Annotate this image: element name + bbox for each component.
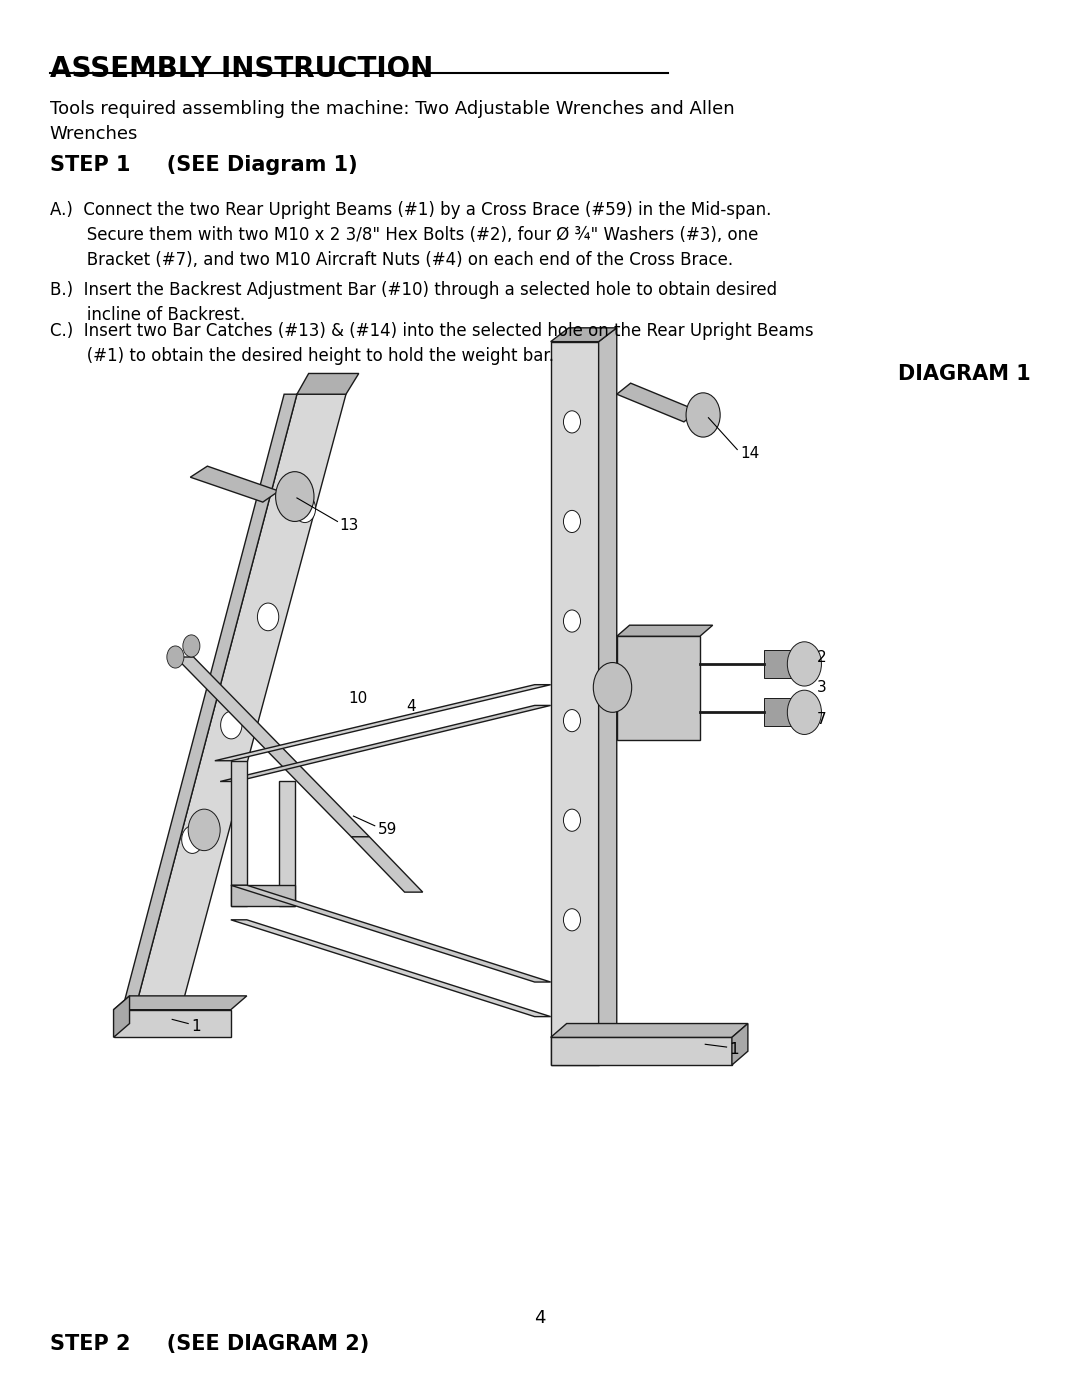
Circle shape	[181, 826, 203, 854]
Polygon shape	[175, 657, 369, 837]
Polygon shape	[117, 394, 297, 1031]
Polygon shape	[551, 1038, 732, 1065]
Text: A.)  Connect the two Rear Upright Beams (#1) by a Cross Brace (#59) in the Mid-s: A.) Connect the two Rear Upright Beams (…	[50, 201, 771, 268]
Circle shape	[220, 711, 242, 739]
Text: 2: 2	[818, 650, 827, 665]
Polygon shape	[732, 1024, 747, 1065]
Text: Tools required assembling the machine: Two Adjustable Wrenches and Allen
Wrenche: Tools required assembling the machine: T…	[50, 99, 734, 142]
Text: 4: 4	[407, 700, 417, 714]
Text: C.)  Insert two Bar Catches (#13) & (#14) into the selected hole on the Rear Upr: C.) Insert two Bar Catches (#13) & (#14)…	[50, 323, 813, 365]
Polygon shape	[130, 394, 346, 1031]
Circle shape	[188, 809, 220, 851]
Polygon shape	[190, 467, 279, 502]
Circle shape	[167, 645, 184, 668]
Text: 59: 59	[378, 823, 397, 837]
Circle shape	[787, 690, 822, 735]
Polygon shape	[617, 383, 698, 422]
Polygon shape	[231, 886, 551, 982]
Circle shape	[564, 610, 581, 631]
Text: STEP 1     (SEE Diagram 1): STEP 1 (SEE Diagram 1)	[50, 155, 357, 175]
Circle shape	[564, 411, 581, 433]
Polygon shape	[231, 761, 247, 907]
Polygon shape	[113, 1010, 231, 1038]
Text: 4: 4	[535, 1309, 545, 1327]
Polygon shape	[297, 373, 359, 394]
Polygon shape	[598, 328, 617, 1065]
Polygon shape	[617, 636, 700, 740]
Polygon shape	[113, 996, 247, 1010]
Text: 14: 14	[741, 446, 759, 461]
Circle shape	[294, 495, 315, 522]
Text: ASSEMBLY INSTRUCTION: ASSEMBLY INSTRUCTION	[50, 56, 433, 84]
Circle shape	[564, 809, 581, 831]
Circle shape	[564, 908, 581, 930]
Text: 1: 1	[191, 1018, 201, 1034]
Circle shape	[787, 641, 822, 686]
Polygon shape	[215, 685, 551, 761]
Polygon shape	[551, 342, 598, 1065]
Polygon shape	[220, 705, 551, 781]
Bar	[764, 698, 796, 726]
Text: 3: 3	[818, 680, 827, 694]
Text: 7: 7	[818, 711, 827, 726]
Text: DIAGRAM 1: DIAGRAM 1	[897, 363, 1030, 384]
Bar	[764, 650, 796, 678]
Polygon shape	[551, 328, 617, 342]
Circle shape	[593, 662, 632, 712]
Circle shape	[257, 604, 279, 630]
Polygon shape	[113, 996, 130, 1038]
Circle shape	[183, 634, 200, 657]
Circle shape	[564, 510, 581, 532]
Polygon shape	[551, 1024, 747, 1038]
Polygon shape	[617, 626, 713, 636]
Text: 13: 13	[339, 518, 359, 534]
Text: B.)  Insert the Backrest Adjustment Bar (#10) through a selected hole to obtain : B.) Insert the Backrest Adjustment Bar (…	[50, 281, 777, 324]
Polygon shape	[231, 919, 551, 1017]
Text: 10: 10	[348, 692, 367, 705]
Polygon shape	[351, 837, 422, 893]
Circle shape	[275, 472, 314, 521]
Circle shape	[686, 393, 720, 437]
Text: STEP 2     (SEE DIAGRAM 2): STEP 2 (SEE DIAGRAM 2)	[50, 1334, 369, 1355]
Polygon shape	[231, 886, 295, 907]
Polygon shape	[279, 781, 295, 907]
Circle shape	[564, 710, 581, 732]
Text: 1: 1	[730, 1042, 740, 1058]
